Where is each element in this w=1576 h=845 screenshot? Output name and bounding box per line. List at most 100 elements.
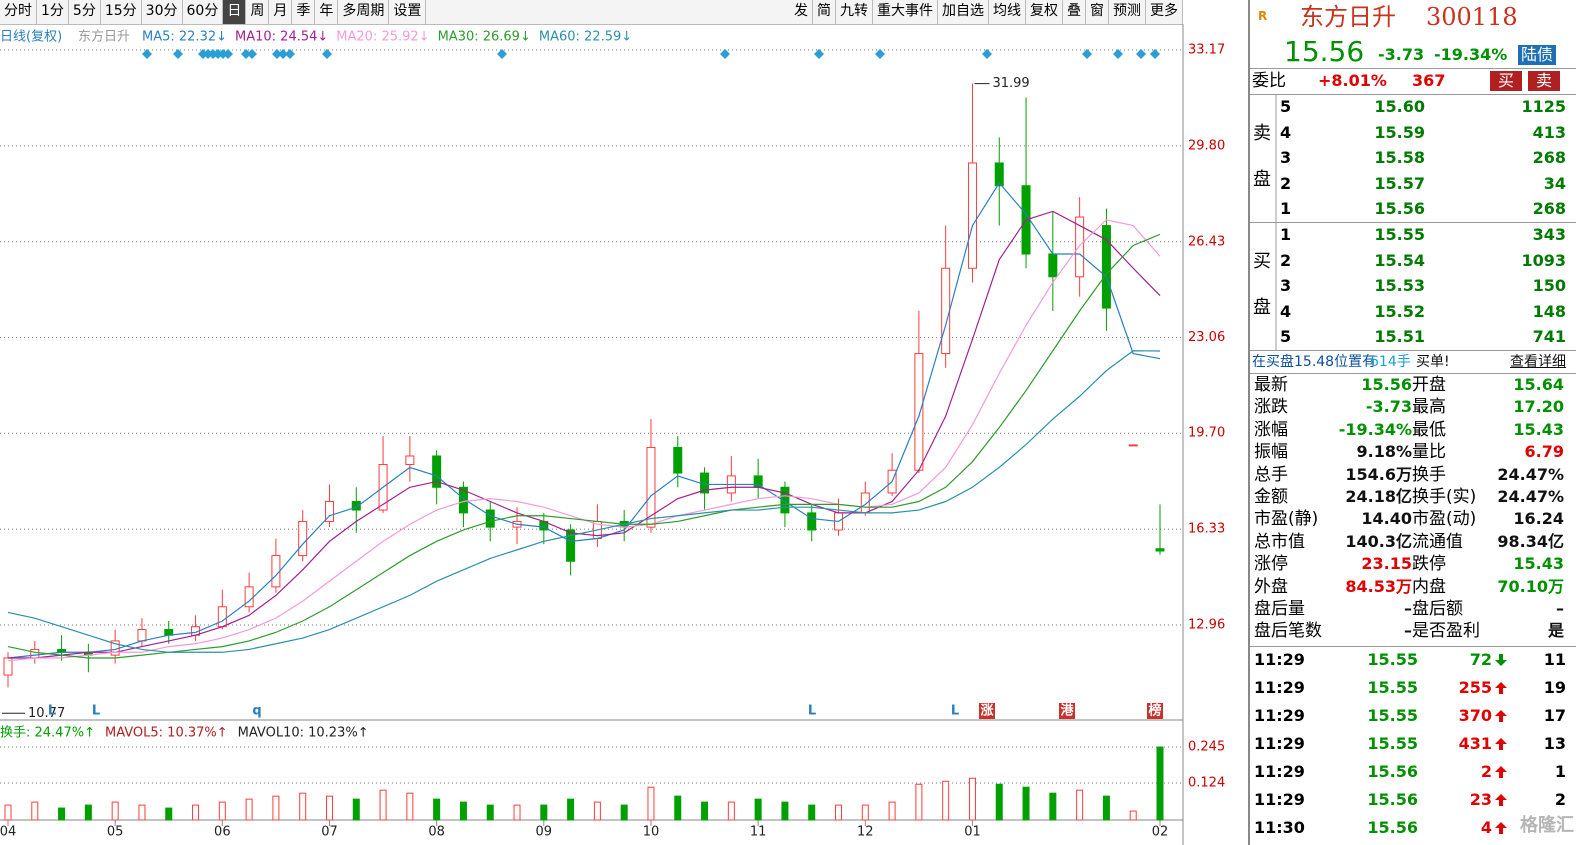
quote-panel: R 东方日升 300118 15.56 -3.73 -19.34% 陆债 委比 +8.01% 36…: [1248, 0, 1576, 845]
toolbar-button[interactable]: 均线: [989, 0, 1026, 24]
y-tick-label: 26.43: [1188, 234, 1225, 249]
book-price: 15.51: [1374, 327, 1425, 346]
level: 2: [1280, 250, 1292, 270]
event-marker: [173, 49, 183, 59]
stat-value: 14.40: [1361, 509, 1412, 529]
buy-button[interactable]: 买: [1490, 71, 1523, 91]
book-volume: 34: [1543, 173, 1566, 193]
toolbar-button[interactable]: 发: [790, 0, 813, 24]
stat-value: 17.20: [1513, 397, 1564, 417]
toolbar-button[interactable]: 日: [223, 0, 247, 24]
toolbar-button[interactable]: 多周期: [338, 0, 390, 24]
toolbar-button[interactable]: 1分: [37, 0, 69, 24]
x-tick-label: 09: [536, 825, 553, 840]
divider: [1250, 350, 1576, 351]
toolbar-button[interactable]: 周: [246, 0, 270, 24]
tick-time: 11:30: [1254, 818, 1305, 837]
level: 3: [1280, 276, 1292, 295]
event-marker: [814, 49, 824, 59]
event-tag: L: [808, 704, 816, 719]
event-marker: [241, 49, 251, 59]
volume-bar: [58, 807, 66, 821]
event-tag: 涨: [979, 704, 993, 719]
toolbar-button[interactable]: 九转: [836, 0, 873, 24]
tick-arrow: [1495, 654, 1507, 666]
level: 5: [1280, 327, 1292, 346]
volume-bar: [299, 792, 307, 821]
stat-label: 换手: [1412, 464, 1446, 485]
change-pct: -19.34%: [1434, 45, 1508, 64]
volume-bar: [701, 801, 709, 821]
tick-volume: 255: [1458, 678, 1492, 697]
legend-entry: MA20: 25.92↓: [336, 30, 429, 45]
volume-bar: [861, 804, 869, 821]
toolbar-button[interactable]: 加自选: [938, 0, 989, 24]
y-tick-label: 0.245: [1188, 740, 1225, 755]
stat-label: 量比: [1412, 442, 1446, 463]
book-volume: 268: [1532, 199, 1566, 218]
stat-label: 换手(实): [1412, 487, 1477, 507]
notice: 在买盘15.48位置有: [1252, 354, 1377, 370]
toolbar-button[interactable]: 5分: [69, 0, 101, 24]
book-price: 15.56: [1374, 199, 1425, 218]
book-label: 盘: [1253, 169, 1271, 190]
divider: [1250, 646, 1576, 647]
stat-value: -3.73: [1365, 397, 1412, 417]
toolbar-button[interactable]: 15分: [101, 0, 142, 24]
toolbar-button[interactable]: 简: [813, 0, 836, 24]
tick-price: 15.55: [1367, 706, 1418, 725]
event-tag: 榜: [1148, 703, 1161, 719]
toolbar-button[interactable]: 60分: [183, 0, 224, 24]
volume-bar: [1129, 810, 1137, 821]
book-label: 买: [1253, 251, 1271, 272]
volume-bar: [192, 804, 200, 821]
toolbar-button[interactable]: 重大事件: [873, 0, 938, 24]
stat-label: 涨跌: [1254, 397, 1288, 418]
toolbar-button[interactable]: 年: [315, 0, 339, 24]
toolbar-button[interactable]: 设置: [389, 0, 427, 24]
toolbar-button[interactable]: 窗: [1086, 0, 1109, 24]
stat-value: 15.56: [1361, 375, 1412, 394]
x-tick-label: 02: [1152, 825, 1169, 840]
badge[interactable]: 陆债: [1518, 45, 1557, 65]
toolbar-button[interactable]: 预测: [1109, 0, 1146, 24]
volume-bar: [754, 798, 762, 821]
book-price: 15.54: [1374, 250, 1425, 270]
event-tag: L: [48, 704, 56, 719]
candle-body: [458, 486, 468, 514]
ma-line: [7, 233, 1161, 659]
toolbar-button[interactable]: 季: [292, 0, 316, 24]
book-volume: 413: [1532, 122, 1566, 142]
ma-line: [7, 219, 1161, 662]
toolbar-button[interactable]: 月: [269, 0, 293, 24]
book-volume: 1093: [1521, 250, 1566, 270]
book-price: 15.52: [1374, 301, 1425, 321]
toolbar-button[interactable]: 分时: [0, 0, 37, 24]
volume-bar: [781, 801, 789, 821]
event-marker: [1113, 49, 1123, 59]
detail-link[interactable]: 查看详细: [1510, 354, 1566, 370]
event-marker: [223, 49, 233, 59]
volume-bar: [835, 804, 843, 821]
divider: [1250, 222, 1576, 223]
x-tick-label: 08: [428, 825, 445, 840]
volume-bar: [459, 801, 467, 821]
stat-label: 最新: [1254, 375, 1288, 395]
toolbar-button[interactable]: 叠: [1063, 0, 1086, 24]
x-tick-label: 11: [750, 825, 767, 840]
event-marker: [875, 49, 885, 59]
stat-value: 16.24: [1513, 509, 1564, 529]
volume-bar: [165, 807, 173, 821]
toolbar-button[interactable]: 复权: [1026, 0, 1063, 24]
ratio: +8.01%: [1318, 71, 1387, 90]
toolbar-button[interactable]: 30分: [142, 0, 183, 24]
toolbar-button[interactable]: 更多: [1146, 0, 1183, 24]
sell-button[interactable]: 卖: [1528, 71, 1561, 91]
event-marker: [1136, 49, 1146, 59]
stat-label: 开盘: [1412, 375, 1446, 395]
book-label: 盘: [1253, 297, 1271, 318]
stat-label: 最高: [1412, 397, 1446, 418]
book-price: 15.55: [1374, 225, 1425, 244]
change: -3.73: [1378, 45, 1425, 64]
